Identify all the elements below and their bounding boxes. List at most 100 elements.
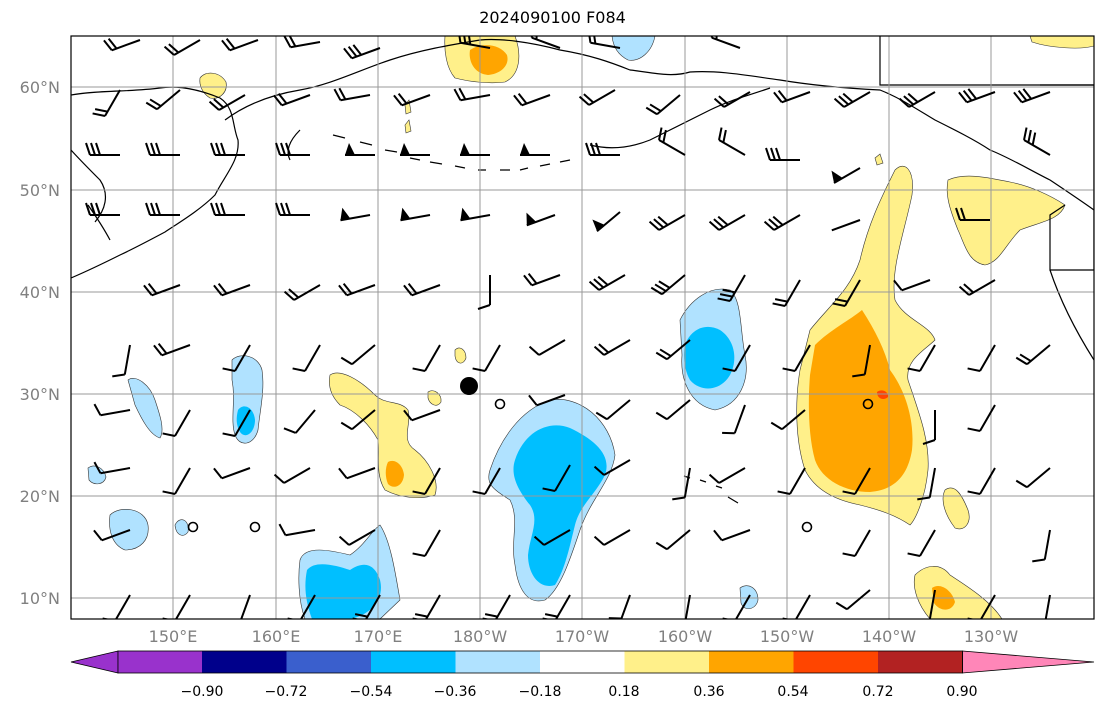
wind-barb: [655, 339, 691, 361]
wind-barb: [655, 529, 691, 551]
wind-barb: [238, 594, 251, 619]
wind-barb: [333, 87, 371, 102]
negative-region-blue: [305, 564, 381, 619]
wind-barb: [773, 90, 811, 104]
wind-barb: [595, 399, 631, 421]
wind-barb: [403, 409, 441, 422]
lat-label: 10°N: [20, 589, 60, 608]
wind-barb: [340, 344, 376, 366]
positive-region-light: [454, 347, 467, 364]
map-markers: [187, 377, 874, 533]
wind-barb: [907, 344, 936, 372]
wind-barb: [345, 143, 375, 156]
wind-barb: [765, 147, 800, 161]
wind-barb: [93, 403, 131, 417]
colorbar-tick-labels: −0.90 −0.72 −0.54 −0.36 −0.18 0.18 0.36 …: [181, 684, 978, 700]
wind-barb: [593, 459, 631, 476]
wind-barb: [213, 467, 251, 480]
wind-barb: [453, 87, 491, 102]
wind-barb: [162, 409, 191, 437]
wind-barb: [210, 142, 245, 156]
wind-barb: [648, 214, 686, 231]
positive-region-light: [404, 119, 412, 134]
colorbar-segment: [371, 651, 456, 673]
wind-barb: [338, 283, 376, 297]
anomaly-shading: [87, 36, 1094, 619]
positive-region-light: [427, 390, 442, 406]
calm-circle: [801, 521, 813, 533]
wind-barb: [477, 275, 491, 310]
wind-barb: [400, 143, 430, 156]
lon-label: 150°E: [149, 627, 198, 646]
colorbar-segment: [455, 651, 540, 673]
colorbar-tick: 0.36: [693, 684, 724, 700]
colorbar: [70, 650, 1095, 674]
wind-barb: [833, 91, 871, 108]
wind-barb: [658, 127, 686, 156]
negative-region-blue: [513, 425, 607, 586]
coastlines: [71, 36, 1094, 504]
lon-label: 180°W: [453, 627, 508, 646]
wind-barb: [528, 339, 566, 356]
latitude-labels: 60°N 50°N 40°N 30°N 20°N 10°N: [20, 78, 60, 608]
wind-barb: [275, 142, 310, 156]
wind-barb: [831, 167, 861, 184]
wind-barb: [528, 394, 566, 407]
colorbar-tick: 0.18: [608, 684, 639, 700]
calm-circle: [494, 398, 506, 410]
wind-barb: [163, 39, 201, 56]
colorbar-segment: [286, 651, 371, 673]
wind-barb: [221, 38, 259, 52]
colorbar-segment: [878, 651, 963, 673]
wind-barb: [530, 36, 561, 49]
wind-barb: [1043, 594, 1051, 619]
wind-barb: [275, 202, 310, 216]
wind-barb: [412, 529, 441, 557]
negative-region-light: [611, 36, 656, 61]
map-gridlines: [71, 36, 1094, 619]
wind-barb: [523, 273, 561, 287]
negative-region-light: [127, 378, 163, 439]
lon-label: 150°W: [760, 627, 815, 646]
colorbar-tick: −0.36: [434, 684, 477, 700]
wind-barb: [650, 274, 686, 296]
wind-barb: [343, 44, 381, 60]
wind-barb: [222, 409, 251, 437]
wind-barb: [831, 219, 861, 232]
lon-label: 130°W: [964, 627, 1019, 646]
colorbar-frame: [117, 650, 963, 674]
wind-barb: [93, 529, 131, 542]
positive-region-light: [329, 372, 437, 499]
wind-barb: [967, 344, 996, 372]
calm-circle: [249, 521, 261, 533]
colorbar-segment: [709, 651, 794, 673]
wind-barb: [722, 404, 746, 435]
wind-barb: [412, 467, 441, 495]
wind-barb: [340, 207, 371, 222]
wind-barb: [922, 410, 936, 445]
wind-barb: [460, 207, 491, 222]
colorbar-tick: 0.54: [777, 684, 808, 700]
wind-barb: [472, 467, 501, 495]
wind-barb: [283, 36, 321, 49]
calm-circle: [862, 398, 874, 410]
wind-barb: [1023, 127, 1051, 156]
colorbar-extend-max: [962, 650, 1095, 674]
wind-barb: [967, 467, 996, 495]
wind-barb: [393, 93, 431, 107]
wind-barb: [1013, 88, 1051, 104]
colorbar-tick: −0.54: [350, 684, 393, 700]
wind-barb: [713, 529, 751, 542]
wind-barb: [608, 594, 631, 619]
colorbar-tick: −0.72: [265, 684, 308, 700]
wind-barb: [955, 207, 990, 221]
wind-barb: [1015, 467, 1051, 489]
wind-barb: [593, 339, 631, 356]
positive-region-orange: [385, 460, 404, 487]
negative-region-light: [174, 519, 189, 536]
wind-barb: [717, 274, 746, 302]
wind-barb: [1032, 529, 1051, 563]
wind-barb: [273, 93, 311, 107]
wind-barb: [585, 142, 620, 156]
